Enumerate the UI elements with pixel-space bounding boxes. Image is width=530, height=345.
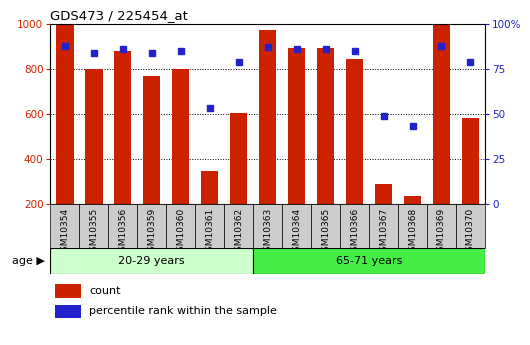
Bar	[224, 204, 253, 248]
Bar	[456, 204, 485, 248]
Text: 20-29 years: 20-29 years	[118, 256, 185, 266]
Text: percentile rank within the sample: percentile rank within the sample	[90, 306, 277, 316]
Bar	[375, 185, 392, 204]
Text: GSM10364: GSM10364	[292, 208, 301, 257]
Bar	[56, 24, 74, 204]
Bar	[340, 204, 369, 248]
Bar	[143, 76, 161, 204]
Bar	[50, 248, 253, 274]
Bar	[108, 204, 137, 248]
Text: GSM10369: GSM10369	[437, 208, 446, 257]
Text: GSM10368: GSM10368	[408, 208, 417, 257]
Bar	[172, 69, 189, 204]
Text: GSM10363: GSM10363	[263, 208, 272, 257]
Bar	[259, 30, 276, 204]
Text: GSM10359: GSM10359	[147, 208, 156, 257]
Bar	[346, 59, 363, 204]
Bar	[404, 196, 421, 204]
Text: GSM10361: GSM10361	[205, 208, 214, 257]
Text: GSM10367: GSM10367	[379, 208, 388, 257]
Bar	[311, 204, 340, 248]
Bar	[85, 69, 102, 204]
Bar	[369, 204, 398, 248]
Bar	[317, 48, 334, 204]
Bar	[462, 118, 479, 204]
Text: GSM10355: GSM10355	[90, 208, 98, 257]
Bar	[80, 204, 108, 248]
Bar	[288, 48, 305, 204]
Text: age ▶: age ▶	[12, 256, 45, 266]
Bar	[253, 248, 485, 274]
Text: 65-71 years: 65-71 years	[336, 256, 402, 266]
Bar	[50, 204, 80, 248]
Bar	[253, 204, 282, 248]
Text: GSM10365: GSM10365	[321, 208, 330, 257]
Bar	[55, 305, 81, 318]
Text: GSM10362: GSM10362	[234, 208, 243, 257]
Text: GSM10354: GSM10354	[60, 208, 69, 257]
Bar	[195, 204, 224, 248]
Bar	[282, 204, 311, 248]
Text: GSM10370: GSM10370	[466, 208, 475, 257]
Bar	[137, 204, 166, 248]
Text: GDS473 / 225454_at: GDS473 / 225454_at	[50, 9, 188, 22]
Bar	[427, 204, 456, 248]
Bar	[433, 24, 450, 204]
Text: count: count	[90, 286, 121, 296]
Bar	[55, 284, 81, 298]
Bar	[114, 51, 131, 204]
Bar	[201, 171, 218, 204]
Bar	[230, 113, 248, 204]
Text: GSM10366: GSM10366	[350, 208, 359, 257]
Bar	[166, 204, 195, 248]
Text: GSM10356: GSM10356	[118, 208, 127, 257]
Text: GSM10360: GSM10360	[176, 208, 185, 257]
Bar	[398, 204, 427, 248]
